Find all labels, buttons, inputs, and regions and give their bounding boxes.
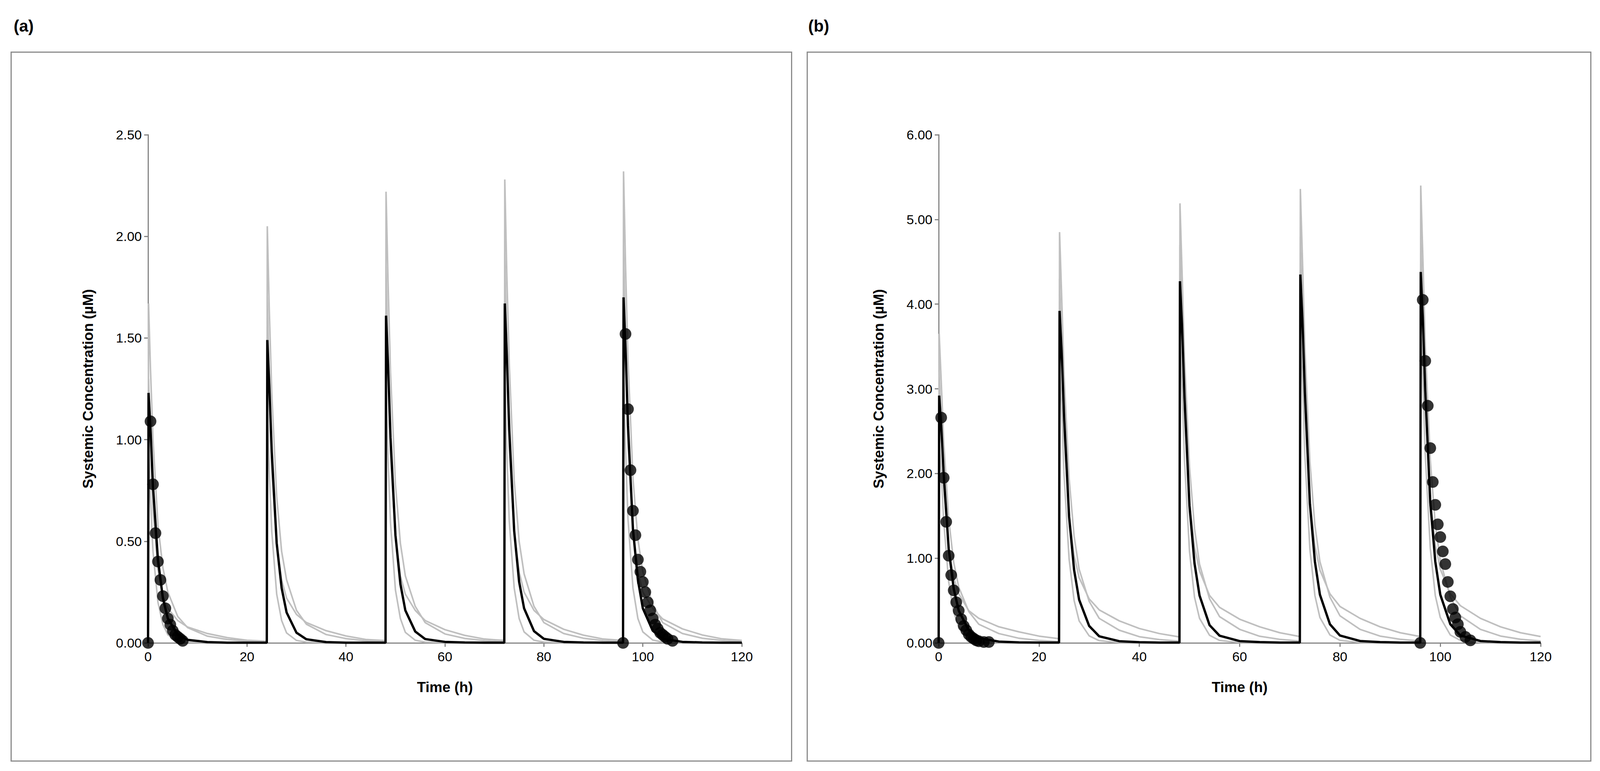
svg-text:80: 80 [536,649,552,665]
svg-text:Time (h): Time (h) [1211,679,1268,696]
svg-text:0: 0 [935,649,943,665]
svg-text:100: 100 [1429,649,1452,665]
svg-text:4.00: 4.00 [906,296,933,312]
svg-text:20: 20 [1031,649,1047,665]
svg-text:40: 40 [1132,649,1147,665]
svg-text:0.50: 0.50 [116,533,142,549]
svg-text:3.00: 3.00 [906,381,933,397]
svg-text:80: 80 [1332,649,1348,665]
svg-text:0: 0 [144,649,152,665]
svg-text:60: 60 [1232,649,1248,665]
svg-text:40: 40 [338,649,354,665]
svg-text:(a): (a) [13,16,34,36]
svg-text:120: 120 [1529,649,1552,665]
svg-text:2.50: 2.50 [116,127,142,143]
svg-text:5.00: 5.00 [906,212,933,227]
svg-text:1.00: 1.00 [906,550,933,566]
svg-text:0.00: 0.00 [116,635,142,651]
svg-text:2.00: 2.00 [906,466,933,481]
svg-text:(b): (b) [808,16,830,36]
svg-text:1.00: 1.00 [116,432,142,448]
svg-text:Systemic Concentration (µM): Systemic Concentration (µM) [80,289,97,489]
svg-text:0.00: 0.00 [906,635,933,651]
svg-text:Systemic Concentration (µM): Systemic Concentration (µM) [870,289,887,489]
svg-text:6.00: 6.00 [906,127,933,143]
svg-text:120: 120 [730,649,754,665]
svg-text:Time (h): Time (h) [416,679,473,696]
svg-text:2.00: 2.00 [116,228,142,244]
svg-text:100: 100 [631,649,654,665]
svg-text:1.50: 1.50 [116,330,142,346]
svg-text:60: 60 [437,649,453,665]
svg-text:20: 20 [239,649,255,665]
